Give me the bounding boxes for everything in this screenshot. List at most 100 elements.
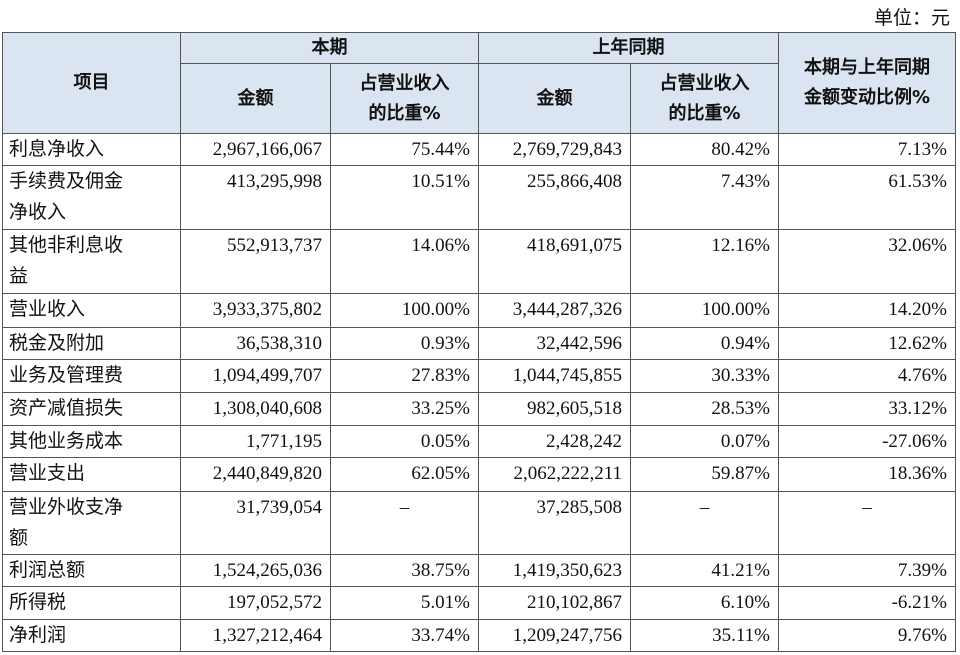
row-label: 净利润: [2, 619, 181, 652]
table-row: 利息净收入 2,967,166,067 75.44% 2,769,729,843 80.…: [2, 133, 956, 166]
value-cell: 210,102,867: [478, 586, 631, 620]
row-label-text: 手续费及佣金净收入: [9, 171, 124, 223]
value-cell: 2,062,222,211: [478, 457, 631, 492]
value-cell: 6.10%: [630, 586, 779, 620]
value-cell: 5.01%: [330, 586, 479, 620]
value-cell: -27.06%: [778, 425, 956, 458]
row-label-text: 营业收入: [9, 299, 86, 320]
table-row: 资产减值损失 1,308,040,608 33.25% 982,605,518 28.5…: [2, 392, 956, 426]
value-cell: 33.12%: [778, 392, 956, 426]
row-label: 利息净收入: [2, 133, 181, 166]
value-cell: 33.25%: [330, 392, 479, 426]
value-cell: 2,440,849,820: [180, 457, 331, 492]
value-cell: 35.11%: [630, 619, 779, 652]
value-cell: 27.83%: [330, 359, 479, 393]
value-cell: –: [330, 491, 479, 555]
value-cell: 1,419,350,623: [478, 554, 631, 587]
value-cell: 31,739,054: [180, 491, 331, 555]
row-label: 营业收入: [2, 293, 181, 328]
table-row: 其他非利息收益 552,913,737 14.06% 418,691,075 12.16…: [2, 229, 956, 294]
value-cell: 0.07%: [630, 425, 779, 458]
table-row: 税金及附加 36,538,310 0.93% 32,442,596 0.94% 12.62…: [2, 327, 956, 360]
row-label-text: 资产减值损失: [9, 398, 124, 419]
row-label: 所得税: [2, 586, 181, 620]
table-body: 利息净收入 2,967,166,067 75.44% 2,769,729,843 80.…: [2, 133, 956, 652]
value-cell: 12.16%: [630, 229, 779, 294]
value-cell: 41.21%: [630, 554, 779, 587]
value-cell: 1,524,265,036: [180, 554, 331, 587]
value-cell: 33.74%: [330, 619, 479, 652]
value-cell: -6.21%: [778, 586, 956, 620]
header-cell: 金额: [478, 63, 631, 134]
value-cell: 418,691,075: [478, 229, 631, 294]
value-cell: 14.06%: [330, 229, 479, 294]
value-cell: 18.36%: [778, 457, 956, 492]
value-cell: 1,308,040,608: [180, 392, 331, 426]
value-cell: 4.76%: [778, 359, 956, 393]
header-cell: 本期与上年同期金额变动比例%: [778, 32, 956, 134]
value-cell: 61.53%: [778, 165, 956, 230]
value-cell: 100.00%: [330, 293, 479, 328]
value-cell: 62.05%: [330, 457, 479, 492]
table-row: 业务及管理费 1,094,499,707 27.83% 1,044,745,855 30…: [2, 359, 956, 393]
row-label: 业务及管理费: [2, 359, 181, 393]
table-row: 所得税 197,052,572 5.01% 210,102,867 6.10% -6.21…: [2, 586, 956, 620]
value-cell: 2,428,242: [478, 425, 631, 458]
row-label-text: 净利润: [9, 625, 67, 646]
income-table: 项目 本期 上年同期 本期与上年同期金额变动比例% 金额 占营业收入的比重% 金…: [2, 32, 956, 652]
row-label-text: 营业支出: [9, 463, 86, 484]
row-label-text: 营业外收支净额: [9, 497, 124, 549]
table-row: 利润总额 1,524,265,036 38.75% 1,419,350,623 41.2…: [2, 554, 956, 587]
row-label-text: 所得税: [9, 592, 67, 613]
value-cell: 2,967,166,067: [180, 133, 331, 166]
row-label: 手续费及佣金净收入: [2, 165, 181, 230]
value-cell: 1,771,195: [180, 425, 331, 458]
value-cell: 37,285,508: [478, 491, 631, 555]
value-cell: 0.05%: [330, 425, 479, 458]
value-cell: 7.43%: [630, 165, 779, 230]
row-label-text: 其他非利息收益: [9, 235, 124, 287]
header-cell: 金额: [180, 63, 331, 134]
table-row: 其他业务成本 1,771,195 0.05% 2,428,242 0.07% -27.06…: [2, 425, 956, 458]
row-label-text: 利息净收入: [9, 139, 105, 160]
row-label: 资产减值损失: [2, 392, 181, 426]
table-row: 营业外收支净额 31,739,054–37,285,508– –: [2, 491, 956, 555]
row-label: 利润总额: [2, 554, 181, 587]
value-cell: 413,295,998: [180, 165, 331, 230]
header-cell: 项目: [2, 32, 181, 134]
value-cell: 7.13%: [778, 133, 956, 166]
row-label: 其他非利息收益: [2, 229, 181, 294]
value-cell: 7.39%: [778, 554, 956, 587]
value-cell: 28.53%: [630, 392, 779, 426]
value-cell: 30.33%: [630, 359, 779, 393]
value-cell: 10.51%: [330, 165, 479, 230]
table-row: 净利润 1,327,212,464 33.74% 1,209,247,756 35.11…: [2, 619, 956, 652]
value-cell: 3,444,287,326: [478, 293, 631, 328]
value-cell: 32,442,596: [478, 327, 631, 360]
row-label-text: 利润总额: [9, 560, 86, 581]
value-cell: 36,538,310: [180, 327, 331, 360]
value-cell: 1,094,499,707: [180, 359, 331, 393]
value-cell: 14.20%: [778, 293, 956, 328]
table-row: 营业收入 3,933,375,802 100.00% 3,444,287,326 100…: [2, 293, 956, 328]
value-cell: –: [630, 491, 779, 555]
row-label: 营业支出: [2, 457, 181, 492]
row-label-text: 业务及管理费: [9, 365, 124, 386]
header-cell: 占营业收入的比重%: [630, 63, 779, 134]
table-row: 营业支出 2,440,849,820 62.05% 2,062,222,211 59.8…: [2, 457, 956, 492]
value-cell: 1,209,247,756: [478, 619, 631, 652]
row-label: 税金及附加: [2, 327, 181, 360]
value-cell: 552,913,737: [180, 229, 331, 294]
value-cell: 9.76%: [778, 619, 956, 652]
value-cell: 3,933,375,802: [180, 293, 331, 328]
value-cell: 1,044,745,855: [478, 359, 631, 393]
value-cell: 1,327,212,464: [180, 619, 331, 652]
value-cell: 100.00%: [630, 293, 779, 328]
unit-label: 单位：元: [873, 8, 950, 29]
value-cell: 982,605,518: [478, 392, 631, 426]
row-label: 营业外收支净额: [2, 491, 181, 555]
row-label-text: 税金及附加: [9, 333, 105, 354]
value-cell: –: [778, 491, 956, 555]
header-cell: 占营业收入的比重%: [330, 63, 479, 134]
